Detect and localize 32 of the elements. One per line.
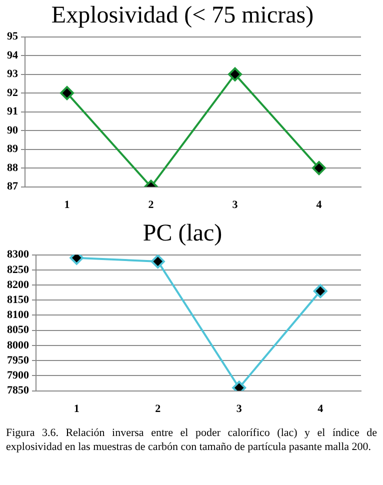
x-tick-label: 2 [148,199,154,212]
y-tick-label: 90 [7,124,18,136]
y-tick-label: 8100 [7,309,30,322]
y-tick-label: 92 [7,86,18,99]
y-tick-label: 7900 [7,370,30,382]
y-tick-label: 89 [7,143,18,156]
y-tick-label: 8300 [7,248,30,261]
y-tick-label: 8200 [7,278,30,291]
y-tick-label: 8050 [7,324,30,336]
x-tick-label: 1 [74,403,80,416]
y-tick-label: 94 [7,49,18,62]
y-tick-label: 8150 [7,294,30,306]
y-tick-label: 7850 [7,384,30,397]
y-tick-label: 88 [7,162,18,174]
y-tick-label: 7950 [7,354,30,366]
y-tick-label: 8250 [7,264,30,276]
chart-title: PC (lac) [142,220,222,247]
y-tick-label: 91 [7,106,18,118]
point [150,254,165,268]
point [313,284,328,298]
chart-title: Explosividad (< 75 micras) [51,2,314,29]
text: Figura 3.6. Relación inversa entre el poder calorífico (lac) y el índice de explosividad en las muestras de carbón con tamaño de partícula pasante malla 200. [6,426,377,455]
x-tick-label: 4 [316,199,322,212]
x-tick-label: 4 [318,403,324,416]
x-tick-label: 3 [232,199,238,212]
y-tick-label: 95 [7,30,18,43]
y-tick-label: 93 [7,68,18,80]
y-tick-label: 87 [7,180,18,193]
x-tick-label: 1 [64,199,70,212]
y-tick-label: 8000 [7,339,30,352]
x-tick-label: 3 [236,403,242,416]
x-tick-label: 2 [155,403,162,416]
